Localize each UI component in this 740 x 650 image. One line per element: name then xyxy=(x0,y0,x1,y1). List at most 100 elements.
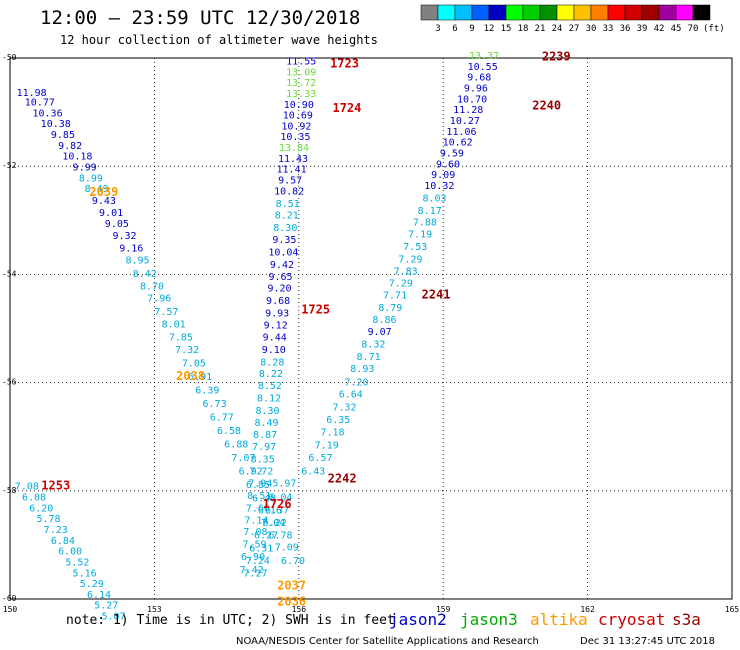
wave-height-label: 8.01 xyxy=(162,319,186,330)
chart-title: 12:00 – 23:59 UTC 12/30/2018 xyxy=(40,7,360,29)
wave-height-label: 8.52 xyxy=(258,381,282,392)
wave-height-label: 6.04 xyxy=(268,493,292,504)
plot-area: 150 153 156 159 162 165 -50 -52 -54 -56 -58 -60 11.9… xyxy=(2,50,739,623)
wave-height-label: 13.37 xyxy=(469,51,499,62)
wave-height-label: 8.12 xyxy=(257,394,281,405)
wave-height-label: 7.32 xyxy=(332,403,356,414)
legend-entry-s3a: s3a xyxy=(672,610,701,629)
wave-height-label: 7.04 xyxy=(261,518,285,529)
wave-height-label: 6.43 xyxy=(301,467,325,478)
wave-height-label: 8.70 xyxy=(140,282,164,293)
legend-entry-jason2: jason2 xyxy=(389,610,447,629)
wave-height-label: 9.16 xyxy=(119,244,143,255)
wave-height-label: 9.96 xyxy=(464,84,488,95)
wave-height-label: 5.16 xyxy=(73,568,97,579)
pass-time-label: 1723 xyxy=(330,57,359,71)
colorbar-swatch xyxy=(522,4,541,21)
wave-height-label: 8.21 xyxy=(275,211,299,222)
wave-height-label: 7.23 xyxy=(44,525,68,536)
x-tick-label: 153 xyxy=(147,605,162,614)
wave-height-label: 7.18 xyxy=(320,428,344,439)
wave-height-label: 5.97 xyxy=(272,478,296,489)
wave-height-label: 6.14 xyxy=(87,590,111,601)
colorbar-tick-label: 45 xyxy=(671,24,682,34)
wave-height-label: 5.52 xyxy=(65,557,89,568)
footer-timestamp: Dec 31 13:27:45 UTC 2018 xyxy=(580,636,715,647)
wave-height-label: 8.51 xyxy=(247,491,271,502)
colorbar-tick-label: 3 xyxy=(435,24,440,34)
wave-height-label: 8.03 xyxy=(422,193,446,204)
wave-height-label: 8.51 xyxy=(276,199,300,210)
colorbar-tick-label: 9 xyxy=(469,24,474,34)
track: 13.3710.559.689.9610.7011.2810.2711.0610… xyxy=(301,51,499,477)
wave-height-label: 9.44 xyxy=(263,332,287,343)
wave-height-label: 10.32 xyxy=(424,181,454,192)
wave-height-label: 9.42 xyxy=(270,260,294,271)
wave-height-label: 13.09 xyxy=(286,67,316,78)
chart-subtitle: 12 hour collection of altimeter wave hei… xyxy=(60,33,378,47)
colorbar-swatch xyxy=(420,4,439,21)
wave-height-label: 10.36 xyxy=(32,108,62,119)
wave-height-label: 11.55 xyxy=(286,56,316,67)
wave-height-label: 10.18 xyxy=(62,152,92,163)
plot-frame xyxy=(9,57,733,600)
footer-credit: NOAA/NESDIS Center for Satellite Applica… xyxy=(236,636,539,647)
colorbar-tick-label: 21 xyxy=(535,24,546,34)
colorbar-swatch xyxy=(624,4,643,21)
wave-height-label: 6.88 xyxy=(224,440,248,451)
wave-height-label: 7.29 xyxy=(398,254,422,265)
wave-height-label: 9.60 xyxy=(436,159,460,170)
colorbar-swatch xyxy=(658,4,677,21)
wave-height-label: 8.87 xyxy=(253,430,277,441)
colorbar-swatch xyxy=(505,4,524,21)
wave-height-label: 10.77 xyxy=(25,98,55,109)
wave-height-label: 9.09 xyxy=(431,170,455,181)
wave-height-label: 9.20 xyxy=(267,284,291,295)
wave-height-label: 6.70 xyxy=(281,556,305,567)
wave-height-label: 8.71 xyxy=(357,352,381,363)
track: 5.97 6.04 6.377.046.27 6.31 7.247.27 xyxy=(243,478,296,579)
wave-height-label: 9.82 xyxy=(58,141,82,152)
wave-height-label: 5.27 xyxy=(94,601,118,612)
wave-height-label: 7.24 xyxy=(246,556,270,567)
wave-height-label: 9.12 xyxy=(264,321,288,332)
wave-height-label: 6.37 xyxy=(265,506,289,517)
pass-time-label: 2242 xyxy=(328,472,357,486)
legend-entry-jason3: jason3 xyxy=(460,610,518,629)
wave-height-label: 6.57 xyxy=(308,453,332,464)
wave-height-label: 11.43 xyxy=(278,154,308,165)
colorbar-swatch xyxy=(641,4,660,21)
wave-height-label: 8.32 xyxy=(361,339,385,350)
colorbar-tick-label: 27 xyxy=(569,24,580,34)
wave-height-label: 7.85 xyxy=(169,332,193,343)
colorbar-tick-label: 6 xyxy=(452,24,457,34)
wave-height-label: 6.90 xyxy=(241,552,265,563)
wave-height-label: 6.08 xyxy=(22,493,46,504)
wave-height-label: 8.86 xyxy=(372,315,396,326)
wave-height-label: 7.14 xyxy=(244,515,268,526)
colorbar-swatch xyxy=(675,4,694,21)
wave-height-label: 8.93 xyxy=(350,364,374,375)
colorbar-swatch xyxy=(692,4,711,21)
wave-height-label: 8.30 xyxy=(255,406,279,417)
satellite-legend: jason2 jason3 altika cryosat s3a xyxy=(389,610,701,629)
wave-height-label: 6.22 xyxy=(263,518,287,529)
wave-height-label: 8.99 xyxy=(79,173,103,184)
wave-height-label: 8.42 xyxy=(133,269,157,280)
wave-height-label: 6.00 xyxy=(58,547,82,558)
wave-height-label: 8.22 xyxy=(259,369,283,380)
wave-height-label: 10.92 xyxy=(281,121,311,132)
wave-height-label: 6.31 xyxy=(249,543,273,554)
wave-height-label: 8.49 xyxy=(85,184,109,195)
colorbar-tick-label: 33 xyxy=(603,24,614,34)
colorbar-swatch xyxy=(607,4,626,21)
pass-time-label: 2239 xyxy=(542,50,571,64)
wave-height-label: 9.68 xyxy=(467,73,491,84)
wave-height-label: 7.29 xyxy=(389,278,413,289)
wave-height-label: 11.98 xyxy=(17,88,47,99)
wave-height-label: 9.65 xyxy=(268,272,292,283)
wave-height-label: 7.08 xyxy=(243,527,267,538)
wave-height-label: 6.16 xyxy=(258,506,282,517)
colorbar: 3 6 9 12 15 18 21 24 27 30 33 36 39 42 45 70 xyxy=(420,4,711,34)
